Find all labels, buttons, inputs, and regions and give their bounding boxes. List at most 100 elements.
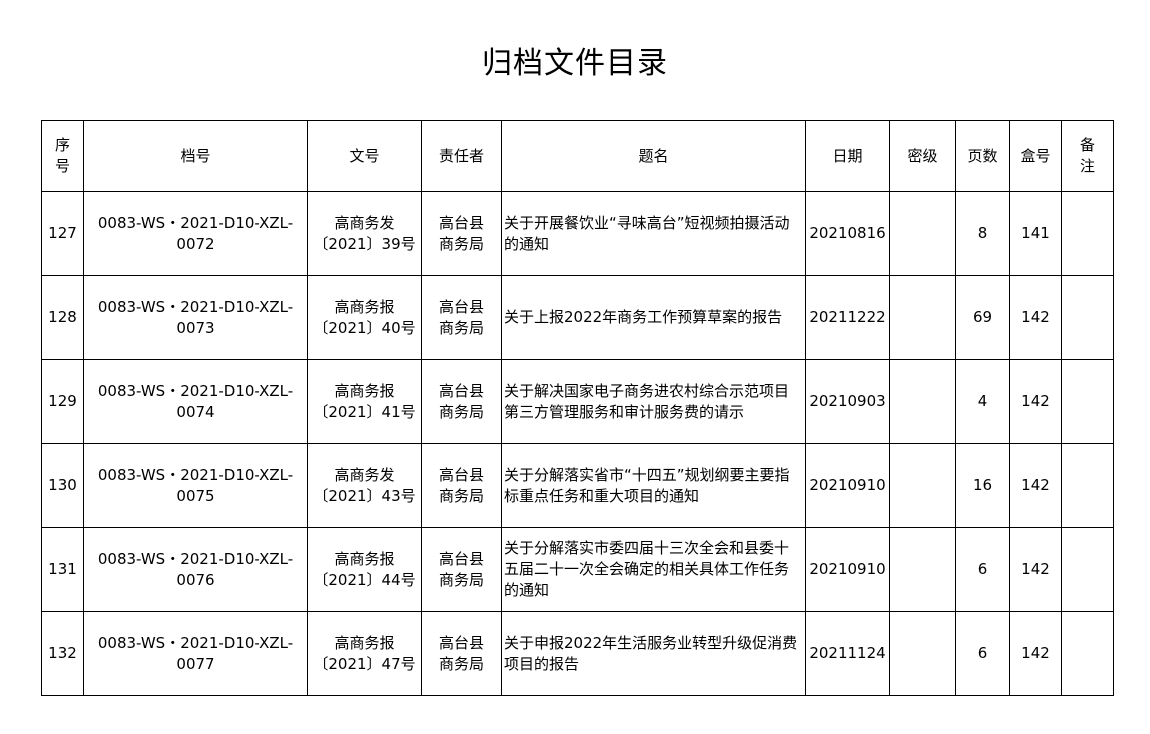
archive-no-cell-line: 0073 xyxy=(176,318,215,337)
doc-no-cell-line: 〔2021〕39号 xyxy=(313,234,416,253)
archive-no-cell-line: 0076 xyxy=(176,570,215,589)
archive-no-cell-line: 0083-WS・2021-D10-XZL- xyxy=(97,297,294,316)
note-cell xyxy=(1061,443,1114,528)
box-cell: 142 xyxy=(1009,443,1062,528)
title-cell: 关于分解落实省市“十四五”规划纲要主要指标重点任务和重大项目的通知 xyxy=(501,443,806,528)
archive-no-cell: 0083-WS・2021-D10-XZL- 0075 xyxy=(83,443,308,528)
header-doc-no: 文号 xyxy=(307,120,422,192)
author-cell-line: 商务局 xyxy=(438,402,484,421)
secret-cell xyxy=(889,611,956,696)
archive-no-cell-line: 0083-WS・2021-D10-XZL- xyxy=(97,465,294,484)
doc-no-cell: 高商务发〔2021〕43号 xyxy=(307,443,422,528)
author-cell-line: 高台县 xyxy=(438,213,484,232)
seq-cell: 130 xyxy=(41,443,84,528)
archive-no-cell-line: 0077 xyxy=(176,654,215,673)
author-cell: 高台县 商务局 xyxy=(421,443,502,528)
header-box: 盒号 xyxy=(1009,120,1062,192)
pages-cell: 69 xyxy=(955,275,1010,360)
pages-cell: 16 xyxy=(955,443,1010,528)
table-row: 127 0083-WS・2021-D10-XZL- 0072 高商务发〔2021〕39… xyxy=(41,191,1114,276)
title-cell: 关于上报2022年商务工作预算草案的报告 xyxy=(501,275,806,360)
header-author: 责任者 xyxy=(421,120,502,192)
title-cell: 关于分解落实市委四届十三次全会和县委十五届二十一次全会确定的相关具体工作任务的通… xyxy=(501,527,806,612)
author-cell-line: 商务局 xyxy=(438,570,484,589)
archive-no-cell-line: 0074 xyxy=(176,402,215,421)
box-cell: 142 xyxy=(1009,611,1062,696)
seq-cell: 127 xyxy=(41,191,84,276)
header-title: 题名 xyxy=(501,120,806,192)
seq-cell: 132 xyxy=(41,611,84,696)
archive-no-cell: 0083-WS・2021-D10-XZL- 0077 xyxy=(83,611,308,696)
archive-no-cell-line: 0083-WS・2021-D10-XZL- xyxy=(97,213,294,232)
box-cell: 142 xyxy=(1009,275,1062,360)
page-title: 归档文件目录 xyxy=(482,46,668,81)
archive-no-cell-line: 0072 xyxy=(176,234,215,253)
table-row: 129 0083-WS・2021-D10-XZL- 0074 高商务报 〔2021〕41… xyxy=(41,359,1114,444)
doc-no-cell-line: 〔2021〕44号 xyxy=(313,570,416,589)
header-date: 日期 xyxy=(805,120,890,192)
pages-cell: 6 xyxy=(955,527,1010,612)
author-cell: 高台县 商务局 xyxy=(421,191,502,276)
author-cell: 高台县 商务局 xyxy=(421,275,502,360)
secret-cell xyxy=(889,443,956,528)
note-cell xyxy=(1061,359,1114,444)
doc-no-cell-line: 高商务发 xyxy=(334,465,395,484)
author-cell-line: 商务局 xyxy=(438,486,484,505)
doc-no-cell: 高商务报 〔2021〕44号 xyxy=(307,527,422,612)
secret-cell xyxy=(889,527,956,612)
date-cell: 20210910 xyxy=(805,527,890,612)
doc-no-cell-line: 〔2021〕41号 xyxy=(313,402,416,421)
title-cell: 关于解决国家电子商务进农村综合示范项目第三方管理服务和审计服务费的请示 xyxy=(501,359,806,444)
doc-no-cell: 高商务报 〔2021〕41号 xyxy=(307,359,422,444)
author-cell-line: 高台县 xyxy=(438,465,484,484)
doc-no-cell-line: 高商务报 xyxy=(334,297,395,316)
author-cell-line: 高台县 xyxy=(438,381,484,400)
box-cell: 141 xyxy=(1009,191,1062,276)
archive-no-cell: 0083-WS・2021-D10-XZL- 0073 xyxy=(83,275,308,360)
header-note: 备注 xyxy=(1061,120,1114,192)
table-row: 131 0083-WS・2021-D10-XZL- 0076 高商务报 〔2021〕44… xyxy=(41,527,1114,612)
note-cell xyxy=(1061,275,1114,360)
note-cell xyxy=(1061,191,1114,276)
date-cell: 20211222 xyxy=(805,275,890,360)
author-cell: 高台县 商务局 xyxy=(421,527,502,612)
table-row: 132 0083-WS・2021-D10-XZL- 0077 高商务报 〔2021〕47… xyxy=(41,611,1114,696)
pages-cell: 6 xyxy=(955,611,1010,696)
date-cell: 20210910 xyxy=(805,443,890,528)
note-cell xyxy=(1061,611,1114,696)
secret-cell xyxy=(889,191,956,276)
doc-no-cell: 高商务报〔2021〕40号 xyxy=(307,275,422,360)
pages-cell: 8 xyxy=(955,191,1010,276)
author-cell-line: 商务局 xyxy=(438,234,484,253)
box-cell: 142 xyxy=(1009,527,1062,612)
archive-table: 序号 档号 文号 责任者 题名 日期 密级 页数 盒号 备注 127 0083-W… xyxy=(41,120,1114,696)
author-cell-line: 高台县 xyxy=(438,549,484,568)
title-cell: 关于申报2022年生活服务业转型升级促消费项目的报告 xyxy=(501,611,806,696)
table-row: 128 0083-WS・2021-D10-XZL- 0073 高商务报〔2021〕40… xyxy=(41,275,1114,360)
archive-no-cell-line: 0083-WS・2021-D10-XZL- xyxy=(97,381,294,400)
doc-no-cell-line: 〔2021〕40号 xyxy=(313,318,416,337)
doc-no-cell-line: 〔2021〕47号 xyxy=(313,654,416,673)
doc-no-cell-line: 高商务报 xyxy=(334,633,395,652)
archive-no-cell: 0083-WS・2021-D10-XZL- 0072 xyxy=(83,191,308,276)
author-cell: 高台县 商务局 xyxy=(421,359,502,444)
doc-no-cell-line: 高商务发 xyxy=(334,213,395,232)
archive-no-cell: 0083-WS・2021-D10-XZL- 0074 xyxy=(83,359,308,444)
header-pages: 页数 xyxy=(955,120,1010,192)
date-cell: 20211124 xyxy=(805,611,890,696)
author-cell-line: 商务局 xyxy=(438,654,484,673)
box-cell: 142 xyxy=(1009,359,1062,444)
note-cell xyxy=(1061,527,1114,612)
title-cell: 关于开展餐饮业“寻味高台”短视频拍摄活动的通知 xyxy=(501,191,806,276)
doc-no-cell: 高商务发〔2021〕39号 xyxy=(307,191,422,276)
header-seq: 序号 xyxy=(41,120,84,192)
author-cell-line: 高台县 xyxy=(438,297,484,316)
archive-no-cell: 0083-WS・2021-D10-XZL- 0076 xyxy=(83,527,308,612)
doc-no-cell: 高商务报〔2021〕47号 xyxy=(307,611,422,696)
doc-no-cell-line: 〔2021〕43号 xyxy=(313,486,416,505)
date-cell: 20210816 xyxy=(805,191,890,276)
seq-cell: 129 xyxy=(41,359,84,444)
secret-cell xyxy=(889,359,956,444)
seq-cell: 128 xyxy=(41,275,84,360)
header-secret: 密级 xyxy=(889,120,956,192)
